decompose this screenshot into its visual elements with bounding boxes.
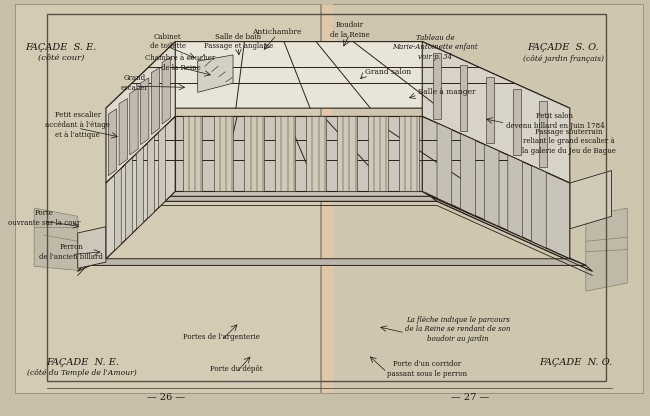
Polygon shape — [176, 116, 422, 191]
Polygon shape — [399, 116, 419, 191]
Text: Antichambre: Antichambre — [252, 27, 302, 36]
Polygon shape — [34, 208, 78, 270]
FancyBboxPatch shape — [321, 4, 643, 393]
Polygon shape — [125, 158, 133, 240]
Polygon shape — [159, 191, 430, 196]
Polygon shape — [586, 208, 627, 291]
Polygon shape — [78, 227, 106, 268]
Text: (côté cour): (côté cour) — [38, 54, 84, 62]
Text: Grand
escalier: Grand escalier — [120, 74, 148, 92]
Polygon shape — [106, 116, 176, 259]
Polygon shape — [532, 166, 546, 248]
Text: FAÇADE  S. E.: FAÇADE S. E. — [25, 43, 97, 52]
Polygon shape — [114, 168, 122, 251]
Text: Porte
ouvrante sur la cour: Porte ouvrante sur la cour — [8, 209, 80, 227]
Text: Porte du dépôt: Porte du dépôt — [210, 365, 263, 374]
Polygon shape — [119, 99, 127, 165]
Text: — 27 —: — 27 — — [451, 393, 489, 402]
Polygon shape — [513, 89, 521, 155]
Polygon shape — [570, 171, 612, 229]
Polygon shape — [460, 65, 467, 131]
Polygon shape — [143, 196, 437, 201]
Polygon shape — [78, 196, 159, 271]
Text: FAÇADE  N. E.: FAÇADE N. E. — [46, 358, 119, 367]
Polygon shape — [151, 67, 160, 134]
Text: Boudoir
de la Reine: Boudoir de la Reine — [330, 21, 370, 39]
Polygon shape — [422, 191, 586, 265]
Text: Chambre à coucher
de la Reine: Chambre à coucher de la Reine — [146, 54, 216, 72]
Polygon shape — [130, 88, 138, 155]
Polygon shape — [484, 144, 499, 226]
Polygon shape — [183, 116, 202, 191]
Text: Cabinet
de toilette: Cabinet de toilette — [150, 33, 186, 50]
Polygon shape — [433, 53, 441, 119]
Text: Portes de l'argenterie: Portes de l'argenterie — [183, 333, 260, 341]
Text: (côté du Temple de l'Amour): (côté du Temple de l'Amour) — [27, 369, 137, 377]
Polygon shape — [508, 155, 523, 237]
FancyBboxPatch shape — [322, 4, 333, 393]
Polygon shape — [106, 42, 570, 108]
Polygon shape — [437, 123, 452, 205]
Polygon shape — [90, 191, 176, 265]
Polygon shape — [337, 116, 357, 191]
Polygon shape — [109, 109, 116, 176]
Polygon shape — [106, 116, 570, 183]
Polygon shape — [214, 116, 233, 191]
Text: Tableau de
Marie-Antoinette enfant
voir p. 34: Tableau de Marie-Antoinette enfant voir … — [392, 34, 478, 61]
Polygon shape — [422, 116, 570, 259]
Text: (côté jardin français): (côté jardin français) — [523, 55, 604, 63]
Text: Salle à manger: Salle à manger — [418, 88, 475, 97]
Polygon shape — [148, 136, 155, 218]
Polygon shape — [162, 57, 170, 124]
Polygon shape — [430, 196, 592, 271]
Text: Petit salon
devenu billard en Juin 1784: Petit salon devenu billard en Juin 1784 — [506, 112, 604, 129]
Polygon shape — [198, 55, 233, 92]
Polygon shape — [136, 147, 144, 229]
Polygon shape — [422, 42, 570, 183]
Text: — 26 —: — 26 — — [147, 393, 185, 402]
Polygon shape — [486, 77, 494, 143]
Text: La flèche indique le parcours
de la Reine se rendant de son
boudoir au jardin: La flèche indique le parcours de la Rein… — [405, 316, 510, 343]
Polygon shape — [244, 116, 264, 191]
Polygon shape — [540, 101, 547, 167]
Polygon shape — [306, 116, 326, 191]
Polygon shape — [90, 259, 586, 265]
Text: Passage souterrain
reliant le grand escalier à
la galerie du Jeu de Bague: Passage souterrain reliant le grand esca… — [522, 128, 616, 155]
Polygon shape — [461, 134, 475, 215]
Polygon shape — [106, 42, 176, 183]
Text: FAÇADE  N. O.: FAÇADE N. O. — [540, 358, 613, 367]
Polygon shape — [159, 126, 166, 208]
FancyBboxPatch shape — [15, 4, 320, 393]
Text: Grand salon: Grand salon — [365, 68, 411, 77]
Text: Perron
de l'ancien billard: Perron de l'ancien billard — [40, 243, 103, 260]
Text: Porte d'un corridor
passant sous le perron: Porte d'un corridor passant sous le perr… — [387, 360, 467, 378]
Text: Petit escalier
accédant à l'étage
et à l'attique: Petit escalier accédant à l'étage et à l… — [46, 111, 110, 139]
Text: Salle de bain
Passage et anglaise: Salle de bain Passage et anglaise — [203, 33, 273, 50]
Polygon shape — [276, 116, 295, 191]
Polygon shape — [140, 78, 149, 145]
Polygon shape — [368, 116, 387, 191]
Text: FAÇADE  S. O.: FAÇADE S. O. — [528, 43, 599, 52]
